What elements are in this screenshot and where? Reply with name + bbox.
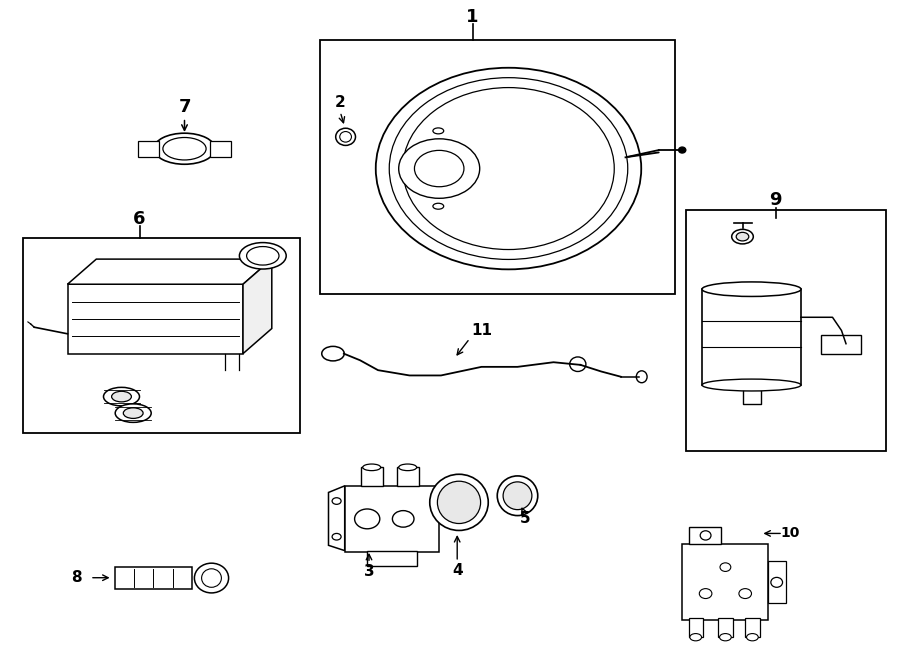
Text: 11: 11 — [471, 323, 492, 338]
Bar — [682, 544, 768, 620]
Bar — [718, 618, 733, 637]
Bar — [138, 141, 159, 157]
Text: 10: 10 — [780, 526, 800, 541]
Polygon shape — [328, 486, 345, 551]
Bar — [745, 618, 760, 637]
Text: 5: 5 — [520, 512, 531, 526]
Ellipse shape — [746, 633, 758, 641]
Bar — [688, 618, 703, 637]
Ellipse shape — [497, 476, 538, 516]
Ellipse shape — [115, 404, 151, 422]
Polygon shape — [243, 259, 272, 354]
Bar — [821, 335, 861, 354]
Text: 8: 8 — [71, 570, 82, 585]
Text: 9: 9 — [770, 190, 782, 209]
Text: 3: 3 — [364, 564, 374, 579]
Bar — [115, 567, 192, 589]
Ellipse shape — [430, 475, 488, 530]
Bar — [686, 210, 886, 451]
Bar — [22, 238, 300, 433]
Ellipse shape — [239, 243, 286, 269]
Ellipse shape — [375, 68, 641, 270]
Text: 7: 7 — [178, 98, 191, 116]
Bar — [397, 467, 418, 486]
Ellipse shape — [702, 282, 801, 296]
Bar — [702, 290, 801, 385]
Ellipse shape — [736, 233, 749, 241]
Bar — [320, 40, 675, 294]
Text: 6: 6 — [133, 210, 146, 229]
Ellipse shape — [399, 464, 417, 471]
Bar — [361, 467, 382, 486]
Bar — [768, 561, 786, 603]
Ellipse shape — [720, 633, 732, 641]
Ellipse shape — [437, 481, 481, 524]
Bar — [210, 141, 231, 157]
Text: 1: 1 — [466, 7, 479, 26]
Ellipse shape — [123, 408, 143, 418]
Ellipse shape — [679, 147, 686, 153]
Ellipse shape — [322, 346, 344, 361]
Ellipse shape — [690, 633, 702, 641]
Ellipse shape — [336, 128, 356, 145]
Ellipse shape — [399, 139, 480, 198]
Polygon shape — [68, 259, 272, 284]
Text: 2: 2 — [335, 95, 346, 110]
Ellipse shape — [570, 357, 586, 371]
Ellipse shape — [104, 387, 140, 406]
Ellipse shape — [154, 134, 215, 165]
Ellipse shape — [433, 128, 444, 134]
Ellipse shape — [636, 371, 647, 383]
Bar — [345, 486, 439, 552]
Bar — [689, 527, 721, 544]
Bar — [367, 551, 417, 566]
Ellipse shape — [702, 379, 801, 391]
Ellipse shape — [363, 464, 381, 471]
Ellipse shape — [112, 391, 131, 402]
Ellipse shape — [503, 482, 532, 510]
Ellipse shape — [433, 204, 444, 209]
Ellipse shape — [194, 563, 229, 593]
Ellipse shape — [732, 229, 753, 244]
Bar — [68, 284, 243, 354]
Text: 4: 4 — [452, 563, 463, 578]
